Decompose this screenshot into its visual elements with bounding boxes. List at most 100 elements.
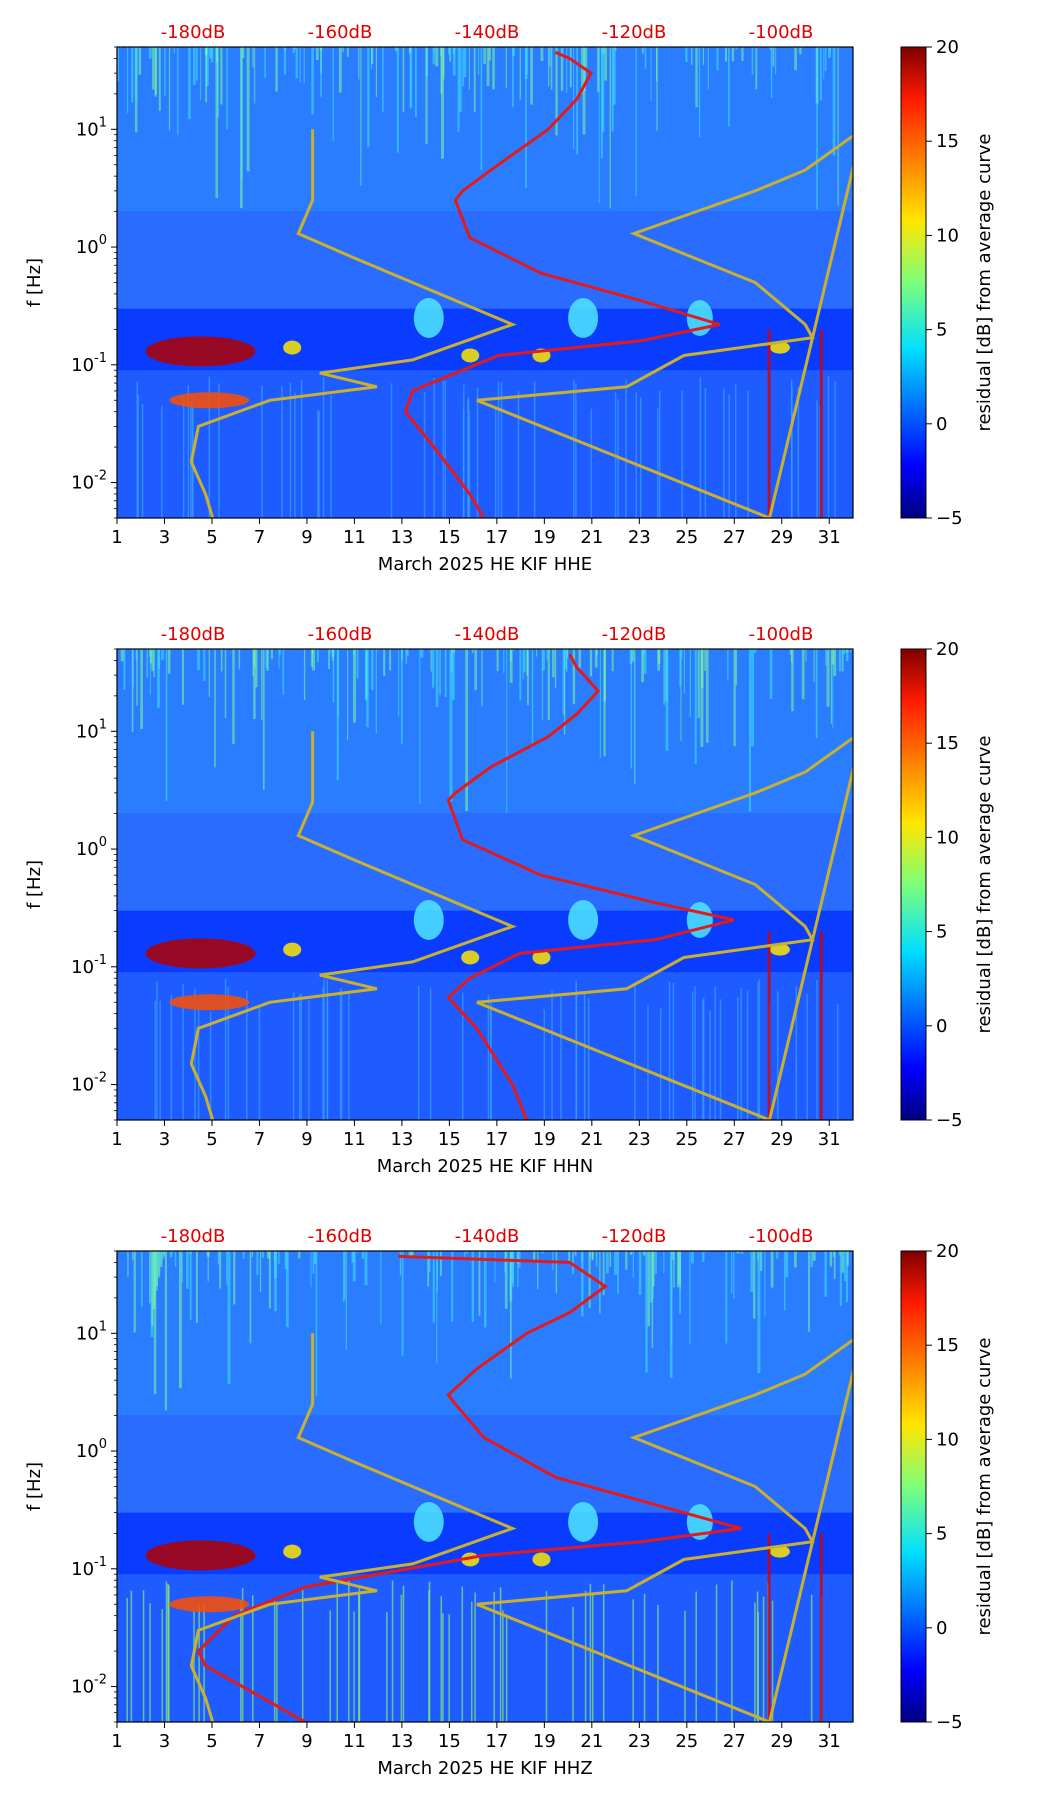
- heatmap-hhn: [117, 649, 853, 1120]
- colorbar-tick-label-hhz: −5: [936, 1712, 963, 1733]
- db-label-hhe: -180dB: [161, 22, 226, 43]
- red-curve-hhn: [446, 653, 735, 1120]
- x-tick-label-hhn: 13: [390, 1129, 413, 1150]
- x-tick-label-hhn: 1: [111, 1129, 122, 1150]
- x-tick-label-hhn: 17: [485, 1129, 508, 1150]
- y-tick-label-hhz: 10-1: [71, 1555, 107, 1580]
- x-tick-label-hhn: 3: [159, 1129, 170, 1150]
- y-axis-label-hhz: f [Hz]: [24, 1462, 45, 1511]
- red-curve-hhe: [403, 51, 721, 518]
- x-tick-label-hhe: 27: [723, 527, 746, 548]
- y-axis-label-hhe: f [Hz]: [24, 258, 45, 307]
- colorbar-tick-label-hhn: −5: [936, 1110, 963, 1131]
- colorbar-tick-label-hhn: 10: [936, 827, 959, 848]
- x-tick-label-hhn: 21: [580, 1129, 603, 1150]
- x-tick-label-hhe: 21: [580, 527, 603, 548]
- yellow-curve-hhe-0: [189, 129, 517, 518]
- db-label-hhz: -180dB: [161, 1226, 226, 1247]
- y-tick-label-hhz: 101: [76, 1319, 107, 1344]
- colorbar-tick-label-hhz: 5: [936, 1524, 947, 1545]
- x-tick-label-hhe: 3: [159, 527, 170, 548]
- x-tick-label-hhz: 17: [485, 1731, 508, 1752]
- x-tick-label-hhe: 7: [254, 527, 265, 548]
- db-label-hhe: -140dB: [455, 22, 520, 43]
- x-tick-label-hhz: 9: [301, 1731, 312, 1752]
- db-label-hhe: -120dB: [602, 22, 667, 43]
- x-tick-label-hhz: 21: [580, 1731, 603, 1752]
- db-label-hhz: -100dB: [749, 1226, 814, 1247]
- x-tick-label-hhe: 19: [533, 527, 556, 548]
- colorbar-label-hhe: residual [dB] from average curve: [974, 133, 995, 431]
- spectrogram-panel-hhn: 1 3 5 7 9 11 13 15 17 19 21 23 25 27 29 31 March 2025 HE…: [0, 602, 1052, 1204]
- colorbar-tick-label-hhe: 0: [936, 414, 947, 435]
- x-tick-label-hhn: 25: [675, 1129, 698, 1150]
- x-tick-label-hhe: 1: [111, 527, 122, 548]
- colorbar-tick-label-hhz: 20: [936, 1241, 959, 1262]
- x-tick-label-hhz: 31: [818, 1731, 841, 1752]
- y-tick-label-hhe: 10-2: [71, 469, 107, 494]
- y-tick-label-hhe: 100: [76, 233, 107, 258]
- colorbar-hhe: [900, 46, 927, 519]
- x-tick-label-hhn: 19: [533, 1129, 556, 1150]
- x-tick-label-hhe: 11: [343, 527, 366, 548]
- x-tick-label-hhz: 11: [343, 1731, 366, 1752]
- x-tick-label-hhe: 23: [628, 527, 651, 548]
- y-tick-label-hhn: 10-1: [71, 953, 107, 978]
- db-label-hhe: -100dB: [749, 22, 814, 43]
- colorbar-tick-label-hhn: 5: [936, 922, 947, 943]
- x-tick-label-hhe: 15: [438, 527, 461, 548]
- y-tick-label-hhz: 100: [76, 1437, 107, 1462]
- heatmap-hhe: [117, 47, 853, 518]
- colorbar-hhn: [900, 648, 927, 1121]
- x-tick-label-hhn: 31: [818, 1129, 841, 1150]
- x-axis-label-hhz: March 2025 HE KIF HHZ: [377, 1758, 592, 1779]
- x-tick-label-hhn: 5: [206, 1129, 217, 1150]
- db-label-hhn: -120dB: [602, 624, 667, 645]
- colorbar-label-hhn: residual [dB] from average curve: [974, 735, 995, 1033]
- yellow-curve-hhz-0: [189, 1333, 517, 1722]
- spectrogram-panel-hhz: 1 3 5 7 9 11 13 15 17 19 21 23 25 27 29 31 March 2025 HE…: [0, 1204, 1052, 1806]
- x-axis-label-hhe: March 2025 HE KIF HHE: [378, 554, 592, 575]
- yellow-curve-hhn-1: [476, 736, 853, 1120]
- colorbar-tick-label-hhn: 15: [936, 733, 959, 754]
- colorbar-tick-label-hhz: 10: [936, 1429, 959, 1450]
- heatmap-hhz: [117, 1251, 853, 1722]
- x-tick-label-hhe: 31: [818, 527, 841, 548]
- spectrogram-panel-hhe: 1 3 5 7 9 11 13 15 17 19 21 23 25 27 29 31 March 2025 HE…: [0, 0, 1052, 602]
- x-tick-label-hhz: 27: [723, 1731, 746, 1752]
- y-tick-label-hhn: 100: [76, 835, 107, 860]
- x-tick-label-hhe: 9: [301, 527, 312, 548]
- x-tick-label-hhz: 25: [675, 1731, 698, 1752]
- red-curve-hhz: [196, 1254, 742, 1722]
- db-label-hhn: -140dB: [455, 624, 520, 645]
- x-tick-label-hhz: 1: [111, 1731, 122, 1752]
- db-label-hhz: -160dB: [308, 1226, 373, 1247]
- colorbar-tick-label-hhe: −5: [936, 508, 963, 529]
- y-tick-label-hhe: 10-1: [71, 351, 107, 376]
- yellow-curve-hhe-1: [476, 134, 853, 518]
- colorbar-tick-label-hhz: 15: [936, 1335, 959, 1356]
- x-tick-label-hhn: 9: [301, 1129, 312, 1150]
- x-tick-label-hhn: 27: [723, 1129, 746, 1150]
- yellow-curve-hhn-0: [189, 731, 517, 1120]
- x-tick-label-hhe: 13: [390, 527, 413, 548]
- x-tick-label-hhz: 3: [159, 1731, 170, 1752]
- x-axis-label-hhn: March 2025 HE KIF HHN: [377, 1156, 593, 1177]
- db-label-hhz: -120dB: [602, 1226, 667, 1247]
- colorbar-hhz: [900, 1250, 927, 1723]
- x-tick-label-hhz: 19: [533, 1731, 556, 1752]
- db-label-hhn: -100dB: [749, 624, 814, 645]
- x-tick-label-hhe: 25: [675, 527, 698, 548]
- x-tick-label-hhn: 7: [254, 1129, 265, 1150]
- db-label-hhe: -160dB: [308, 22, 373, 43]
- x-tick-label-hhe: 5: [206, 527, 217, 548]
- colorbar-label-hhz: residual [dB] from average curve: [974, 1337, 995, 1635]
- x-tick-label-hhe: 29: [770, 527, 793, 548]
- db-label-hhz: -140dB: [455, 1226, 520, 1247]
- y-axis-label-hhn: f [Hz]: [24, 860, 45, 909]
- x-tick-label-hhn: 11: [343, 1129, 366, 1150]
- x-tick-label-hhn: 15: [438, 1129, 461, 1150]
